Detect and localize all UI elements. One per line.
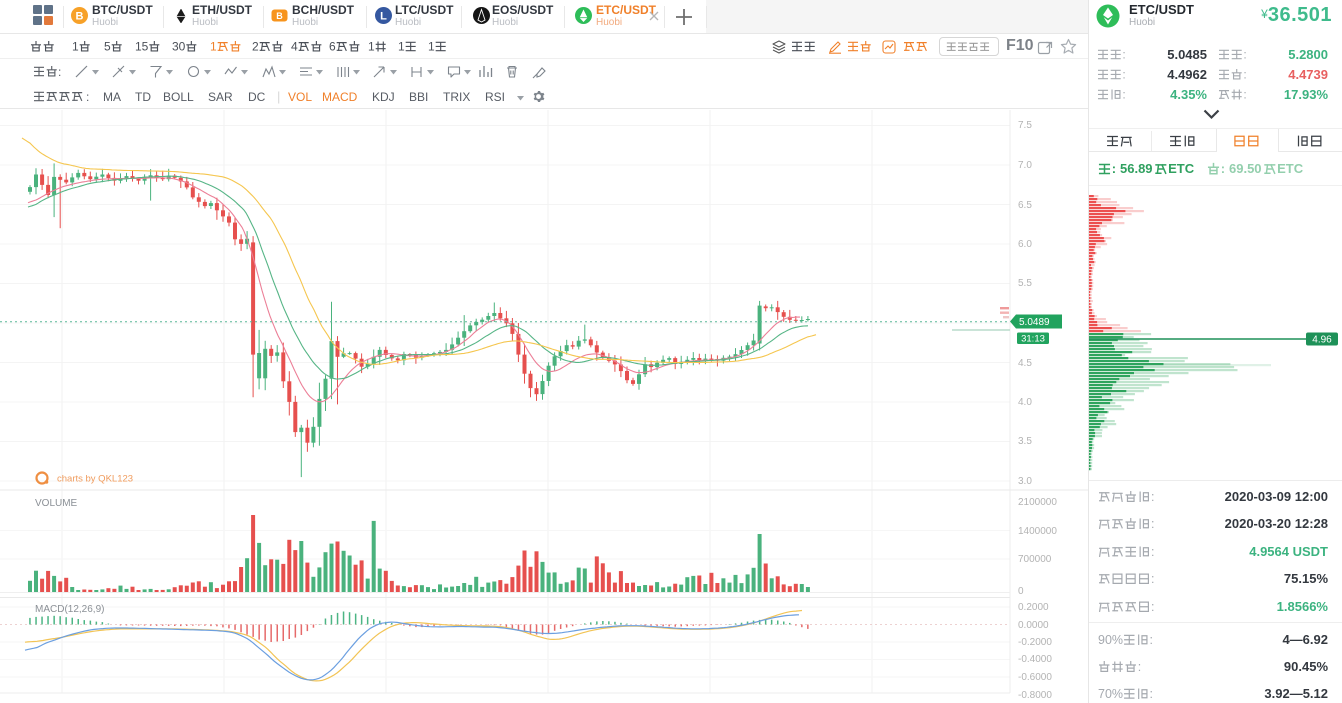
svg-text:1: 1 bbox=[398, 39, 405, 53]
svg-text::: : bbox=[1151, 517, 1154, 531]
svg-text:1: 1 bbox=[210, 39, 217, 53]
svg-text:7.5: 7.5 bbox=[1018, 120, 1032, 131]
svg-text::: : bbox=[1122, 67, 1125, 81]
svg-text::: : bbox=[1243, 67, 1246, 81]
svg-text:VOLUME: VOLUME bbox=[35, 498, 78, 509]
svg-text:90%: 90% bbox=[1098, 633, 1123, 647]
svg-text::: : bbox=[1138, 660, 1141, 674]
svg-text::: : bbox=[1151, 572, 1154, 586]
svg-text:3.5: 3.5 bbox=[1018, 436, 1032, 447]
svg-text:3.0: 3.0 bbox=[1018, 476, 1032, 487]
svg-text:5: 5 bbox=[104, 39, 111, 53]
svg-text:4.0: 4.0 bbox=[1018, 397, 1032, 408]
svg-text:6: 6 bbox=[329, 39, 336, 53]
svg-text:2: 2 bbox=[252, 39, 259, 53]
svg-text:6.0: 6.0 bbox=[1018, 239, 1032, 250]
svg-text::: : bbox=[1243, 47, 1246, 61]
svg-text::: : bbox=[1150, 633, 1153, 647]
svg-text:ETC: ETC bbox=[1168, 161, 1195, 176]
svg-text:B: B bbox=[276, 11, 283, 21]
svg-text:5.0489: 5.0489 bbox=[1019, 317, 1050, 328]
svg-text::: : bbox=[1151, 600, 1154, 614]
svg-text:-0.2000: -0.2000 bbox=[1018, 637, 1052, 648]
svg-text:1: 1 bbox=[72, 39, 79, 53]
svg-text:15: 15 bbox=[135, 39, 149, 53]
svg-text:0.0000: 0.0000 bbox=[1018, 620, 1049, 631]
svg-text:31:13: 31:13 bbox=[1021, 334, 1045, 345]
svg-text::: : bbox=[1151, 545, 1154, 559]
svg-text:-0.6000: -0.6000 bbox=[1018, 672, 1052, 683]
svg-text:charts by QKL123: charts by QKL123 bbox=[57, 474, 133, 485]
svg-text:0: 0 bbox=[1018, 586, 1024, 597]
svg-text:1: 1 bbox=[428, 39, 435, 53]
svg-text:69.50: 69.50 bbox=[1229, 161, 1262, 176]
svg-text::: : bbox=[1151, 490, 1154, 504]
svg-text::: : bbox=[1243, 87, 1246, 101]
svg-text:1400000: 1400000 bbox=[1018, 526, 1057, 537]
svg-text:6.5: 6.5 bbox=[1018, 200, 1032, 211]
svg-text::: : bbox=[1221, 161, 1225, 176]
svg-text:4.5: 4.5 bbox=[1018, 358, 1032, 369]
svg-text:5.5: 5.5 bbox=[1018, 278, 1032, 289]
svg-text:ETC: ETC bbox=[1277, 161, 1304, 176]
svg-text:30: 30 bbox=[172, 39, 186, 53]
svg-text::: : bbox=[1122, 87, 1125, 101]
svg-text:B: B bbox=[76, 11, 84, 23]
svg-text:700000: 700000 bbox=[1018, 554, 1052, 565]
svg-text:2100000: 2100000 bbox=[1018, 497, 1057, 508]
svg-text:7.0: 7.0 bbox=[1018, 160, 1032, 171]
svg-text:4: 4 bbox=[291, 39, 298, 53]
svg-text:1: 1 bbox=[368, 39, 375, 53]
svg-text:56.89: 56.89 bbox=[1120, 161, 1153, 176]
svg-text:0.2000: 0.2000 bbox=[1018, 602, 1049, 613]
svg-text::: : bbox=[1112, 161, 1116, 176]
svg-text::: : bbox=[1122, 47, 1125, 61]
svg-text:MACD(12,26,9): MACD(12,26,9) bbox=[35, 604, 104, 615]
svg-text:4.96: 4.96 bbox=[1312, 335, 1332, 346]
svg-text:70%: 70% bbox=[1098, 687, 1123, 701]
svg-text:-0.8000: -0.8000 bbox=[1018, 690, 1052, 701]
svg-text:L: L bbox=[380, 11, 387, 23]
svg-text:-0.4000: -0.4000 bbox=[1018, 654, 1052, 665]
svg-text::: : bbox=[1150, 687, 1153, 701]
